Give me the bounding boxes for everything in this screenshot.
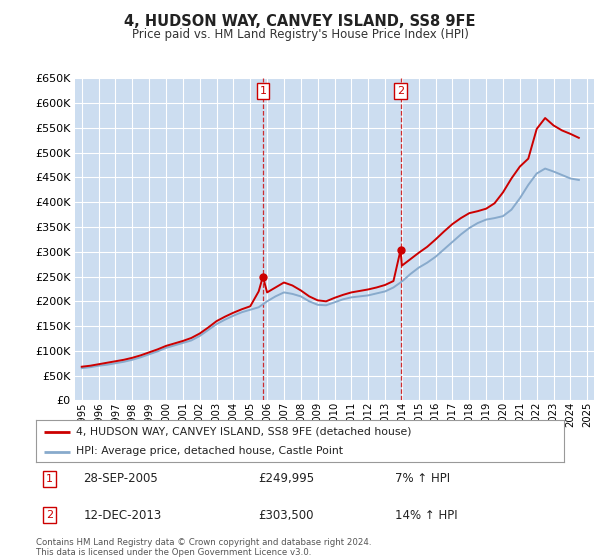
Text: £303,500: £303,500 [258,508,313,521]
Text: 4, HUDSON WAY, CANVEY ISLAND, SS8 9FE: 4, HUDSON WAY, CANVEY ISLAND, SS8 9FE [124,14,476,29]
Text: HPI: Average price, detached house, Castle Point: HPI: Average price, detached house, Cast… [76,446,343,456]
Text: 2: 2 [46,510,53,520]
Text: 7% ↑ HPI: 7% ↑ HPI [395,473,450,486]
Text: 1: 1 [46,474,53,484]
Text: Contains HM Land Registry data © Crown copyright and database right 2024.
This d: Contains HM Land Registry data © Crown c… [36,538,371,557]
Text: Price paid vs. HM Land Registry's House Price Index (HPI): Price paid vs. HM Land Registry's House … [131,28,469,41]
Text: 2: 2 [397,86,404,96]
Text: £249,995: £249,995 [258,473,314,486]
Text: 14% ↑ HPI: 14% ↑ HPI [395,508,458,521]
Text: 28-SEP-2005: 28-SEP-2005 [83,473,158,486]
Text: 4, HUDSON WAY, CANVEY ISLAND, SS8 9FE (detached house): 4, HUDSON WAY, CANVEY ISLAND, SS8 9FE (d… [76,427,411,437]
Text: 1: 1 [259,86,266,96]
Text: 12-DEC-2013: 12-DEC-2013 [83,508,162,521]
